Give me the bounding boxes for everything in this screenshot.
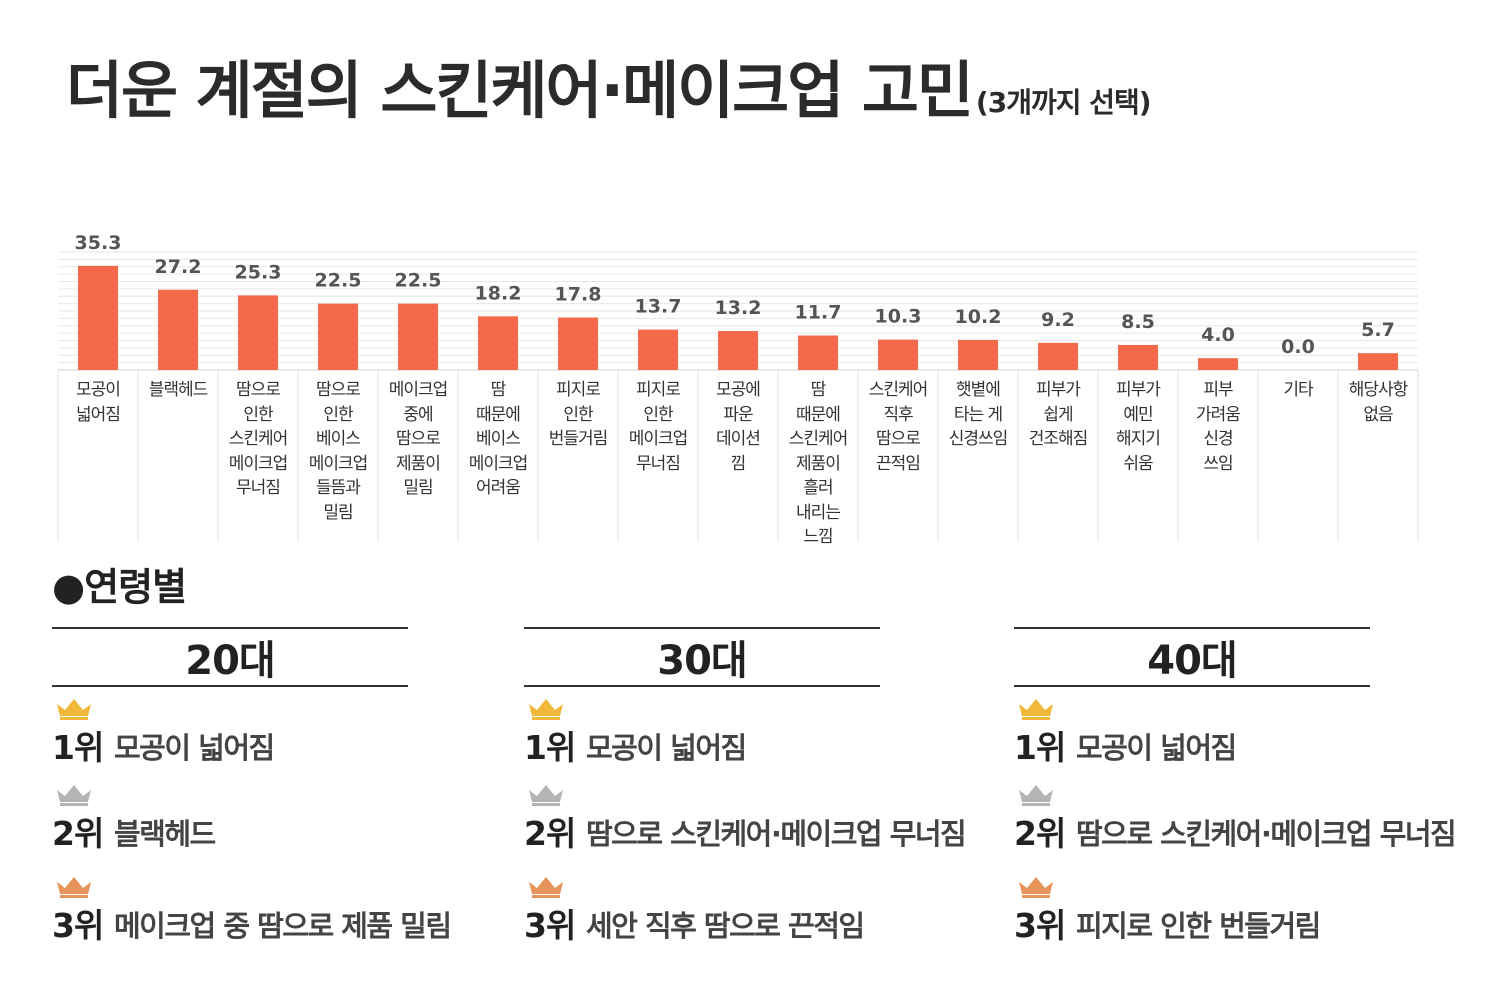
bar [1358, 353, 1398, 370]
bar-value-label: 22.5 [315, 270, 362, 292]
rank-number: 1위 [52, 728, 104, 767]
bar-chart: 35.3 27.2 25.3 22.5 22.5 18.2 17.8 13.7 13.2 11.7… [57, 232, 1419, 540]
rank-text: 모공이 넓어짐 [586, 731, 747, 765]
category-label: 땀 때문에 베이스 메이크업 어려움 [468, 380, 529, 498]
bar-value-label: 8.5 [1121, 311, 1155, 333]
bar [1038, 342, 1078, 370]
bronze-crown-icon [529, 877, 563, 898]
category-label: 피지로 인한 메이크업 무너짐 [628, 380, 689, 474]
silver-crown-icon [1019, 785, 1053, 806]
bar [478, 316, 518, 370]
chart-title: 더운 계절의 스킨케어·메이크업 고민 (3개까지 선택) [66, 40, 1152, 130]
bar-value-label: 17.8 [555, 283, 602, 305]
rank-text: 메이크업 중 땀으로 제품 밀림 [114, 909, 452, 943]
rank-number: 3위 [1014, 906, 1066, 945]
category-label: 블랙헤드 [148, 380, 209, 400]
age-group-label: 40대 [1014, 627, 1370, 687]
category-label: 해당사항 없음 [1348, 380, 1409, 425]
bar-value-label: 10.3 [875, 306, 922, 328]
category-label: 기타 [1283, 380, 1313, 400]
bar-value-label: 13.2 [715, 297, 762, 319]
rank-text: 땀으로 스킨케어·메이크업 무너짐 [586, 817, 967, 851]
bar [638, 329, 678, 370]
bar-value-label: 0.0 [1281, 336, 1315, 358]
bar [878, 339, 918, 370]
bar [238, 295, 278, 370]
bar [78, 265, 118, 370]
age-group-label: 30대 [524, 627, 880, 687]
category-label: 땀으로 인한 베이스 메이크업 들뜸과 밀림 [308, 380, 369, 523]
silver-crown-icon [529, 785, 563, 806]
rank-text: 세안 직후 땀으로 끈적임 [586, 909, 865, 943]
age-group-40s: 40대 1위 모공이 넓어짐 2위 땀으로 스킨케어·메이크업 무너짐 3위 피지로 인한… [1014, 627, 1457, 945]
age-group-label: 20대 [52, 627, 408, 687]
gold-crown-icon [57, 699, 91, 720]
category-label: 피부가 쉽게 건조해짐 [1028, 380, 1089, 449]
bar [158, 289, 198, 370]
category-label: 피부 가려움 신경 쓰임 [1196, 380, 1241, 474]
rank-text: 피지로 인한 번들거림 [1076, 909, 1321, 943]
bar [1198, 358, 1238, 370]
rank-text: 땀으로 스킨케어·메이크업 무너짐 [1076, 817, 1457, 851]
category-label: 피지로 인한 번들거림 [548, 380, 609, 449]
bar-value-label: 13.7 [635, 296, 682, 318]
silver-crown-icon [57, 785, 91, 806]
bar [318, 303, 358, 370]
age-group-20s: 20대 1위 모공이 넓어짐 2위 블랙헤드 3위 메이크업 중 땀으로 제품 밀림 [52, 627, 452, 945]
bronze-crown-icon [1019, 877, 1053, 898]
rank-number: 1위 [524, 728, 576, 767]
category-label: 햇볕에 타는 게 신경쓰임 [948, 380, 1009, 449]
bar [958, 339, 998, 370]
rank-number: 2위 [524, 814, 576, 853]
rank-number: 2위 [1014, 814, 1066, 853]
rank-text: 모공이 넓어짐 [1076, 731, 1237, 765]
bar-value-label: 18.2 [475, 282, 522, 304]
age-group-30s: 30대 1위 모공이 넓어짐 2위 땀으로 스킨케어·메이크업 무너짐 3위 세안 직후 … [524, 627, 967, 945]
bar [398, 303, 438, 370]
category-label: 모공에 파운 데이션 낌 [716, 380, 761, 474]
bar-value-label: 5.7 [1361, 319, 1395, 341]
bar-value-label: 22.5 [395, 270, 442, 292]
bar [1118, 344, 1158, 370]
bar-value-label: 25.3 [235, 261, 282, 283]
bar-value-label: 11.7 [795, 301, 842, 323]
bar-value-label: 10.2 [955, 306, 1002, 328]
title-main: 더운 계절의 스킨케어·메이크업 고민 [66, 54, 974, 127]
category-label: 메이크업 중에 땀으로 제품이 밀림 [388, 380, 449, 498]
bar-value-label: 27.2 [155, 256, 202, 278]
title-subtitle: (3개까지 선택) [975, 86, 1152, 119]
gold-crown-icon [1019, 699, 1053, 720]
rank-text: 모공이 넓어짐 [114, 731, 275, 765]
category-label: 땀 때문에 스킨케어 제품이 흘러 내리는 느낌 [788, 380, 849, 547]
category-label: 모공이 넓어짐 [76, 380, 121, 425]
category-label: 땀으로 인한 스킨케어 메이크업 무너짐 [228, 380, 289, 498]
category-label: 피부가 예민 해지기 쉬움 [1116, 380, 1161, 474]
bar-value-label: 9.2 [1041, 309, 1075, 331]
bar [558, 317, 598, 370]
category-label: 스킨케어 직후 땀으로 끈적임 [868, 380, 929, 474]
rank-number: 3위 [52, 906, 104, 945]
age-section-heading: ●연령별 [52, 565, 187, 609]
bar-value-label: 4.0 [1201, 324, 1235, 346]
bar [718, 331, 758, 370]
bar-value-label: 35.3 [75, 232, 122, 254]
rank-number: 1위 [1014, 728, 1066, 767]
rank-number: 2위 [52, 814, 104, 853]
rank-text: 블랙헤드 [114, 817, 216, 851]
bronze-crown-icon [57, 877, 91, 898]
rank-number: 3위 [524, 906, 576, 945]
bar [798, 335, 838, 370]
gold-crown-icon [529, 699, 563, 720]
